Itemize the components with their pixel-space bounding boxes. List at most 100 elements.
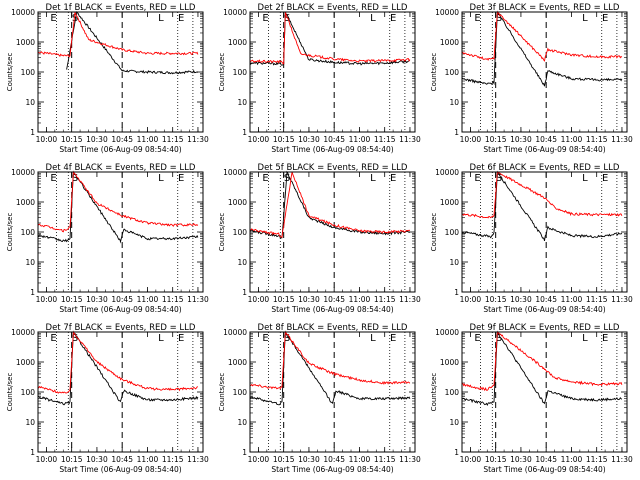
y-tick-label: 10 [25,418,35,427]
panel-4: Det 4f BLACK = Events, RED = LLD Counts/s… [6,163,209,314]
y-tick-label: 100 [233,228,248,237]
marker-label: E [178,333,184,344]
series-line-events [461,170,623,242]
y-axis-label: Counts/sec [6,213,14,252]
x-axis-label: Start Time (06-Aug-09 08:54:40) [483,305,605,314]
x-tick-label: 10:15 [485,135,507,144]
x-axis-label: Start Time (06-Aug-09 08:54:40) [271,145,393,154]
x-tick-label: 11:00 [349,455,371,464]
marker-label: L [582,333,588,344]
y-axis-label: Counts/sec [218,53,226,92]
plot-frame [37,171,204,293]
y-tick-label: 1000 [16,358,35,367]
y-tick-label: 1 [454,448,459,457]
y-tick-label: 10000 [435,168,459,177]
x-tick-label: 10:30 [298,295,320,304]
x-tick-label: 10:45 [535,455,557,464]
x-tick-label: 11:00 [137,135,159,144]
x-tick-label: 11:00 [349,135,371,144]
x-tick-label: 11:30 [399,295,421,304]
panel-title: Det 9f BLACK = Events, RED = LLD [470,323,620,333]
x-tick-label: 10:15 [273,135,295,144]
series-line-lld [461,331,623,392]
panel-title: Det 1f BLACK = Events, RED = LLD [46,3,196,13]
marker-label: S [496,333,502,344]
panel-title: Det 5f BLACK = Events, RED = LLD [258,163,408,173]
x-tick-label: 11:15 [586,135,608,144]
x-tick-label: 11:30 [187,135,209,144]
y-tick-label: 10000 [11,328,35,337]
x-axis-label: Start Time (06-Aug-09 08:54:40) [59,465,181,474]
x-tick-label: 10:45 [323,455,345,464]
series-line-lld [249,171,411,238]
y-tick-label: 10 [449,418,459,427]
y-tick-label: 100 [445,228,460,237]
x-tick-label: 10:15 [61,295,83,304]
x-tick-label: 11:00 [561,455,583,464]
y-tick-label: 1000 [440,358,459,367]
marker-label: E [50,333,56,344]
y-tick-label: 1000 [228,38,247,47]
x-tick-label: 10:00 [460,135,482,144]
series-line-events [461,10,623,87]
y-tick-label: 10000 [435,328,459,337]
panel-title: Det 3f BLACK = Events, RED = LLD [470,3,620,13]
y-tick-label: 100 [21,68,36,77]
x-tick-label: 11:15 [162,455,184,464]
marker-label: S [496,13,502,24]
x-tick-label: 11:30 [399,135,421,144]
x-tick-label: 10:45 [535,295,557,304]
panel-1: Det 1f BLACK = Events, RED = LLD Counts/s… [6,3,209,154]
x-tick-label: 10:30 [86,455,108,464]
x-axis-label: Start Time (06-Aug-09 08:54:40) [59,145,181,154]
x-tick-label: 11:15 [374,295,396,304]
y-axis-label: Counts/sec [218,213,226,252]
x-tick-label: 10:30 [510,135,532,144]
x-tick-label: 10:15 [61,455,83,464]
panel-3: Det 3f BLACK = Events, RED = LLD Counts/s… [430,3,633,154]
y-tick-label: 100 [233,68,248,77]
y-axis-label: Counts/sec [430,373,438,412]
y-tick-label: 100 [233,388,248,397]
panel-title: Det 2f BLACK = Events, RED = LLD [258,3,408,13]
y-tick-label: 1 [454,128,459,137]
x-tick-label: 10:45 [535,135,557,144]
x-tick-label: 11:15 [374,135,396,144]
panel-7: Det 7f BLACK = Events, RED = LLD Counts/s… [6,323,209,474]
y-tick-label: 10000 [223,8,247,17]
series-line-lld [37,11,199,58]
y-tick-label: 10 [449,258,459,267]
panel-2: Det 2f BLACK = Events, RED = LLD Counts/s… [218,3,421,154]
x-tick-label: 10:15 [485,295,507,304]
marker-label: E [390,173,396,184]
x-tick-label: 10:30 [298,135,320,144]
x-tick-label: 10:00 [460,455,482,464]
marker-label: L [370,333,376,344]
x-tick-label: 10:45 [111,295,133,304]
marker-label: E [474,173,480,184]
y-tick-label: 1000 [16,38,35,47]
plot-frame [461,331,628,453]
x-tick-label: 11:15 [586,455,608,464]
x-tick-label: 11:00 [561,135,583,144]
x-tick-label: 11:15 [162,135,184,144]
y-tick-label: 1000 [228,358,247,367]
x-tick-label: 11:30 [611,135,633,144]
marker-label: E [474,333,480,344]
y-tick-label: 100 [445,388,460,397]
y-tick-label: 10 [237,418,247,427]
plot-frame [249,171,416,293]
panel-title: Det 8f BLACK = Events, RED = LLD [258,323,408,333]
x-axis-label: Start Time (06-Aug-09 08:54:40) [483,145,605,154]
x-tick-label: 10:15 [273,455,295,464]
x-tick-label: 10:15 [61,135,83,144]
x-tick-label: 10:00 [460,295,482,304]
y-tick-label: 10 [237,98,247,107]
marker-label: E [178,173,184,184]
x-tick-label: 10:00 [248,295,270,304]
y-axis-label: Counts/sec [6,53,14,92]
x-tick-label: 11:00 [137,295,159,304]
y-tick-label: 100 [21,388,36,397]
x-tick-label: 10:30 [510,455,532,464]
series-line-events [249,11,411,66]
